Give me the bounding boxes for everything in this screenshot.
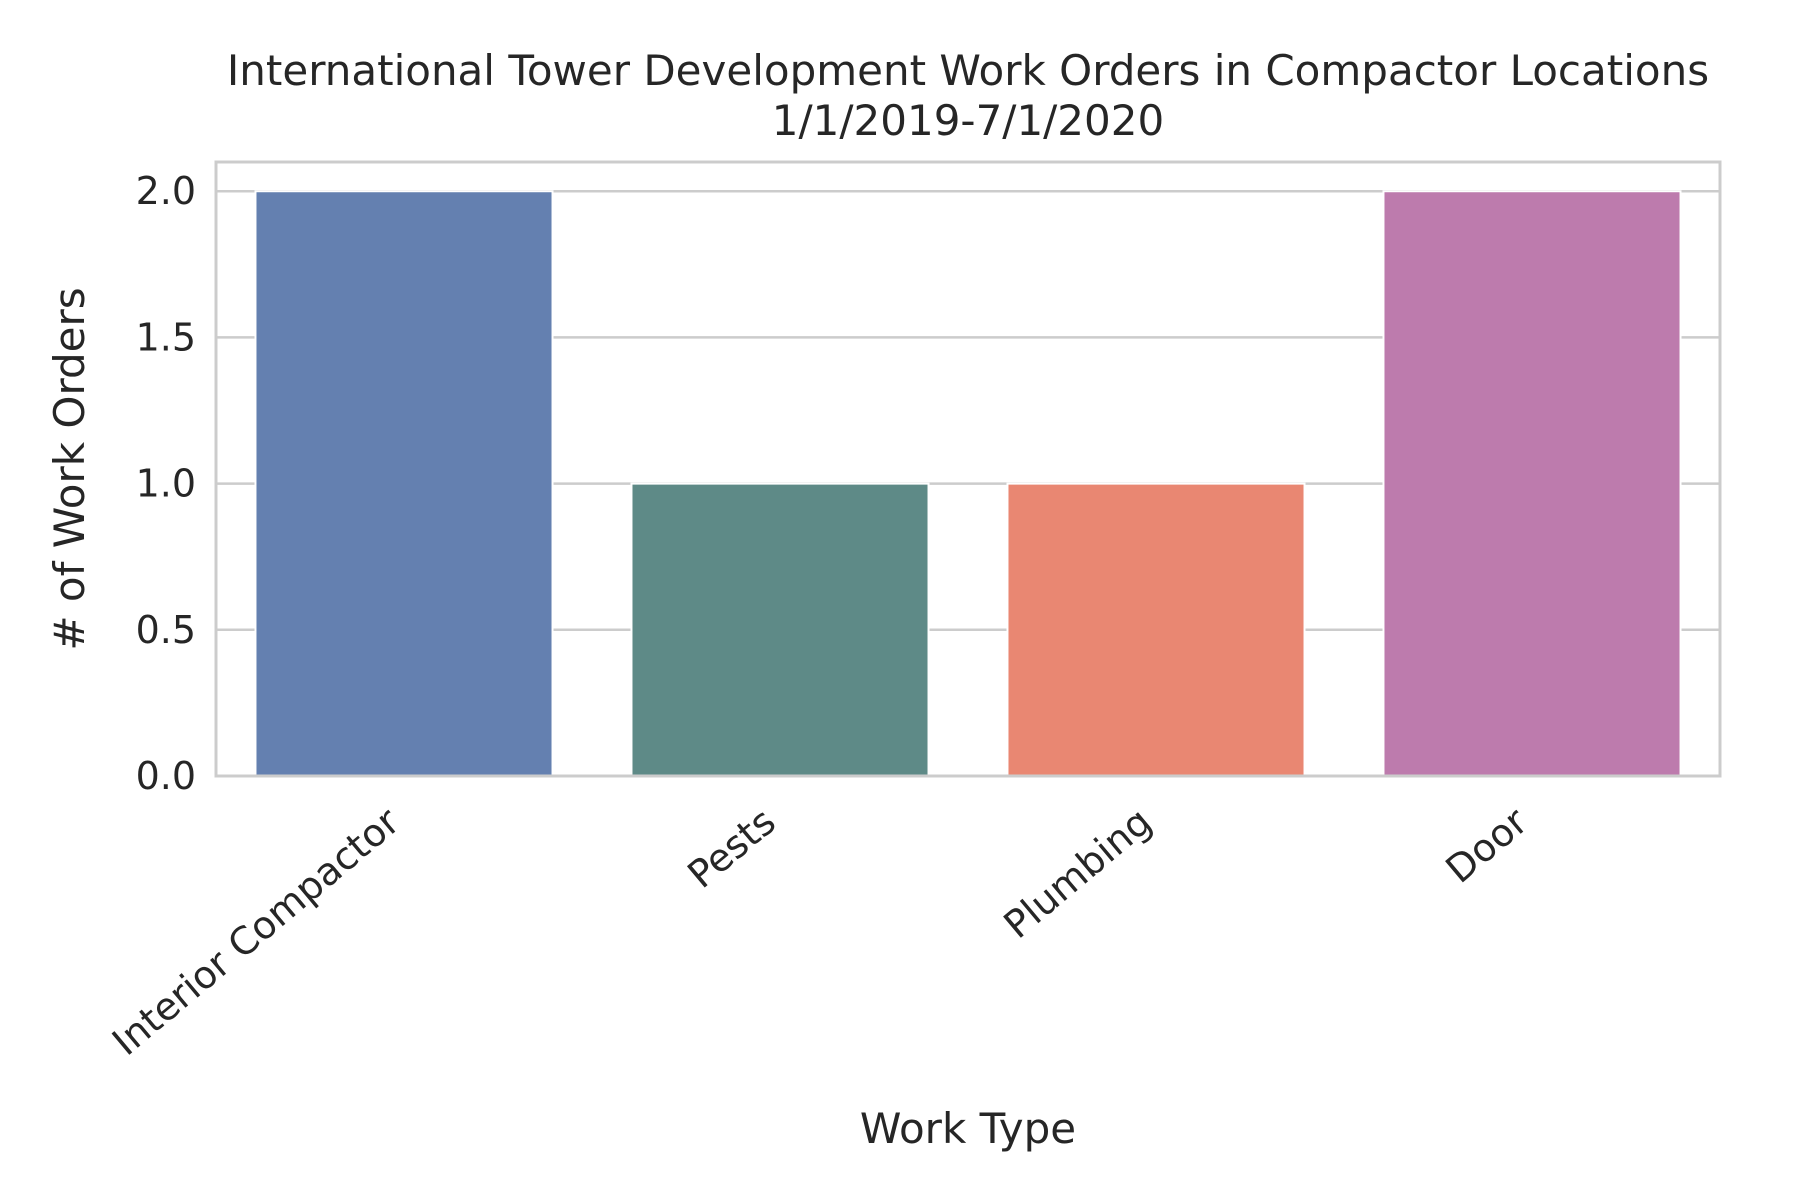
y-tick-label: 0.5 bbox=[136, 608, 196, 652]
plot-frame bbox=[214, 160, 1722, 778]
y-axis-label: # of Work Orders bbox=[45, 287, 94, 650]
x-tick-label: Door bbox=[1437, 799, 1536, 892]
chart-title: International Tower Development Work Ord… bbox=[227, 46, 1709, 95]
bars bbox=[254, 190, 1682, 777]
x-tick-label: Plumbing bbox=[996, 799, 1160, 947]
y-tick-label: 1.5 bbox=[136, 315, 196, 359]
y-tick-label: 0.0 bbox=[136, 754, 196, 798]
x-tick-label: Pests bbox=[679, 799, 783, 897]
y-tick-label: 2.0 bbox=[136, 169, 196, 213]
bar bbox=[254, 190, 554, 777]
y-tick-label: 1.0 bbox=[136, 462, 196, 506]
y-tick-labels: 0.0 0.5 1.0 1.5 2.0 bbox=[136, 169, 196, 798]
x-tick-labels: Interior Compactor Pests Plumbing Door bbox=[104, 799, 1536, 1064]
bar bbox=[1382, 190, 1682, 777]
bar bbox=[630, 482, 930, 777]
bar bbox=[1006, 482, 1306, 777]
chart-subtitle: 1/1/2019-7/1/2020 bbox=[772, 96, 1164, 145]
x-axis-label: Work Type bbox=[860, 1104, 1076, 1153]
x-tick-label: Interior Compactor bbox=[104, 799, 408, 1064]
